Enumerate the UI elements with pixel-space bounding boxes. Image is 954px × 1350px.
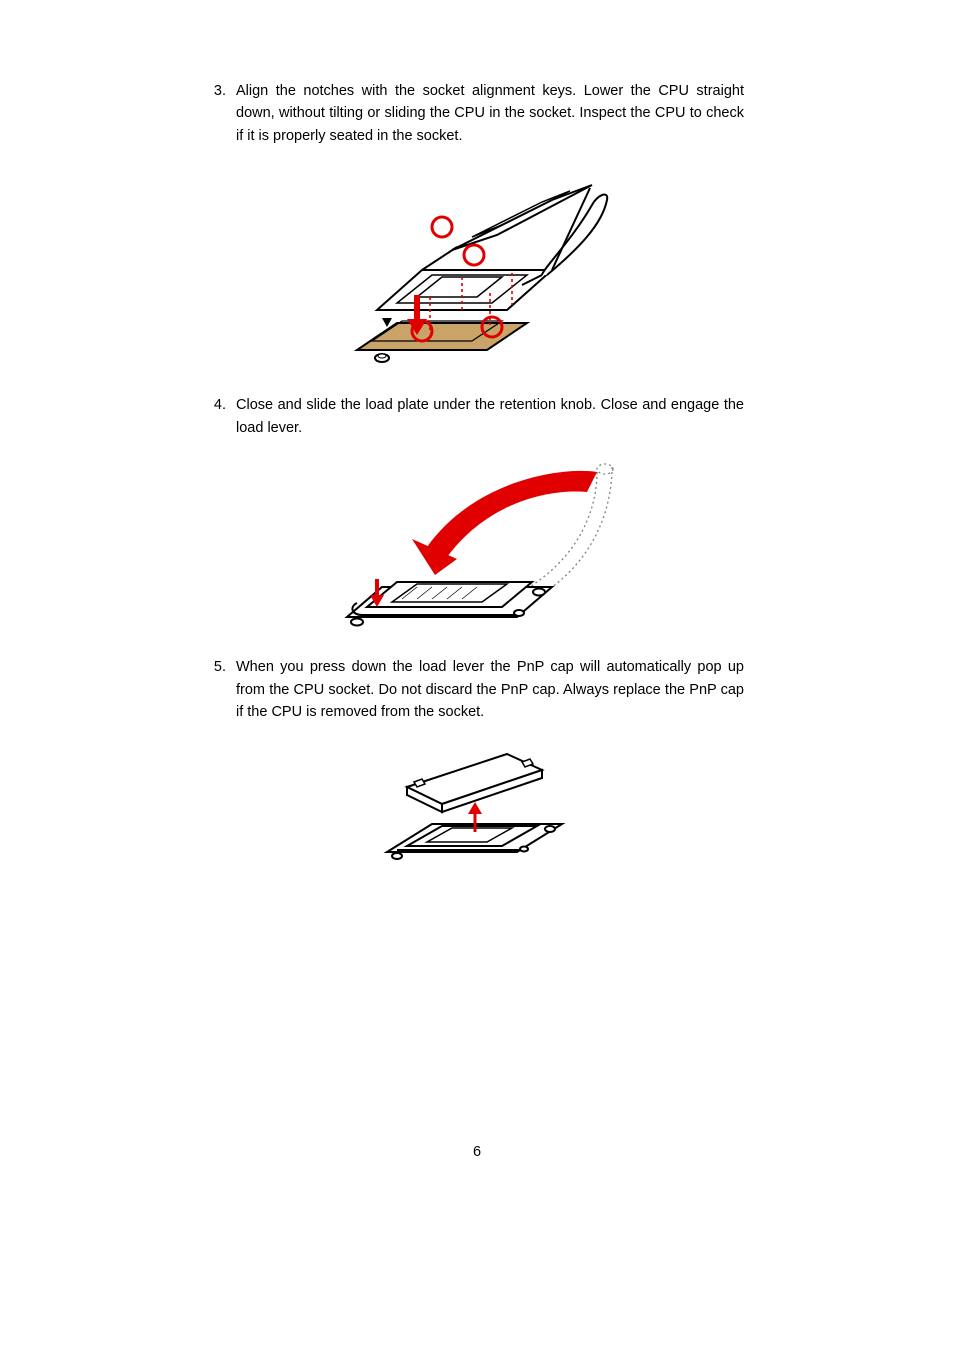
- page-number: 6: [0, 1144, 954, 1160]
- step-3: 3. Align the notches with the socket ali…: [200, 80, 744, 147]
- document-page: 3. Align the notches with the socket ali…: [0, 0, 954, 1350]
- step-text: When you press down the load lever the P…: [236, 656, 744, 723]
- step-text: Align the notches with the socket alignm…: [236, 80, 744, 147]
- step-4: 4. Close and slide the load plate under …: [200, 394, 744, 439]
- step-number: 5.: [200, 656, 236, 678]
- step-text: Close and slide the load plate under the…: [236, 394, 744, 439]
- step-number: 3.: [200, 80, 236, 102]
- figure-close-load-plate: [200, 447, 744, 642]
- step-number: 4.: [200, 394, 236, 416]
- step-5: 5. When you press down the load lever th…: [200, 656, 744, 723]
- figure-align-cpu: [200, 155, 744, 380]
- figure-pnp-cap: [200, 732, 744, 887]
